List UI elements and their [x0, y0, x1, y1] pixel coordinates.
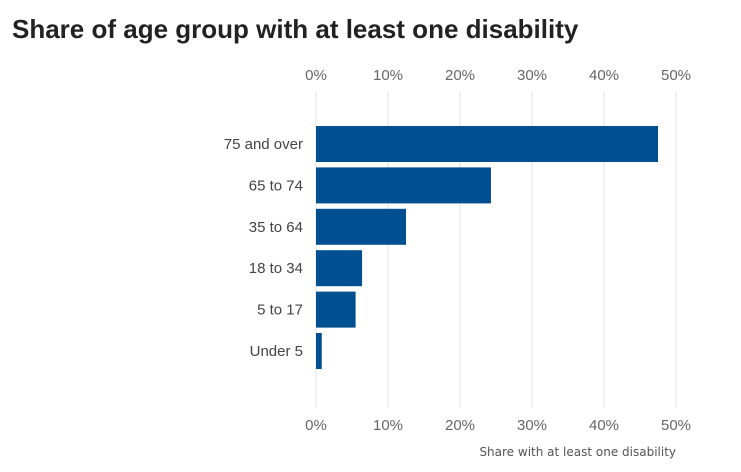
chart-title: Share of age group with at least one dis…: [12, 14, 579, 44]
bottom-tick-label: 10%: [373, 417, 403, 434]
bottom-tick-label: 0%: [305, 417, 327, 434]
bar: [316, 167, 491, 204]
category-label: 65 to 74: [249, 177, 303, 194]
bar: [316, 250, 363, 287]
top-tick-label: 10%: [373, 67, 403, 84]
category-label: 5 to 17: [257, 302, 303, 319]
top-tick-label: 0%: [305, 67, 327, 84]
bar: [316, 126, 658, 162]
bar: [316, 291, 356, 328]
bottom-tick-label: 40%: [589, 417, 619, 434]
top-tick-label: 50%: [661, 67, 691, 84]
top-tick-label: 30%: [517, 67, 547, 84]
bottom-tick-label: 20%: [445, 417, 475, 434]
bars: [316, 126, 658, 369]
top-axis-tick-labels: 0% 10% 20% 30% 40% 50%: [305, 67, 691, 84]
category-label: 75 and over: [224, 136, 303, 153]
bar: [316, 333, 322, 369]
bottom-tick-label: 30%: [517, 417, 547, 434]
x-axis-label: Share with at least one disability: [479, 445, 676, 459]
bar: [316, 208, 406, 245]
top-tick-label: 20%: [445, 67, 475, 84]
category-label: Under 5: [250, 343, 303, 360]
bottom-axis-tick-labels: 0% 10% 20% 30% 40% 50%: [305, 417, 691, 434]
top-tick-label: 40%: [589, 67, 619, 84]
bottom-tick-label: 50%: [661, 417, 691, 434]
category-label: 18 to 34: [249, 260, 303, 277]
category-labels: 75 and over 65 to 74 35 to 64 18 to 34 5 to …: [224, 136, 303, 360]
category-label: 35 to 64: [249, 219, 303, 236]
